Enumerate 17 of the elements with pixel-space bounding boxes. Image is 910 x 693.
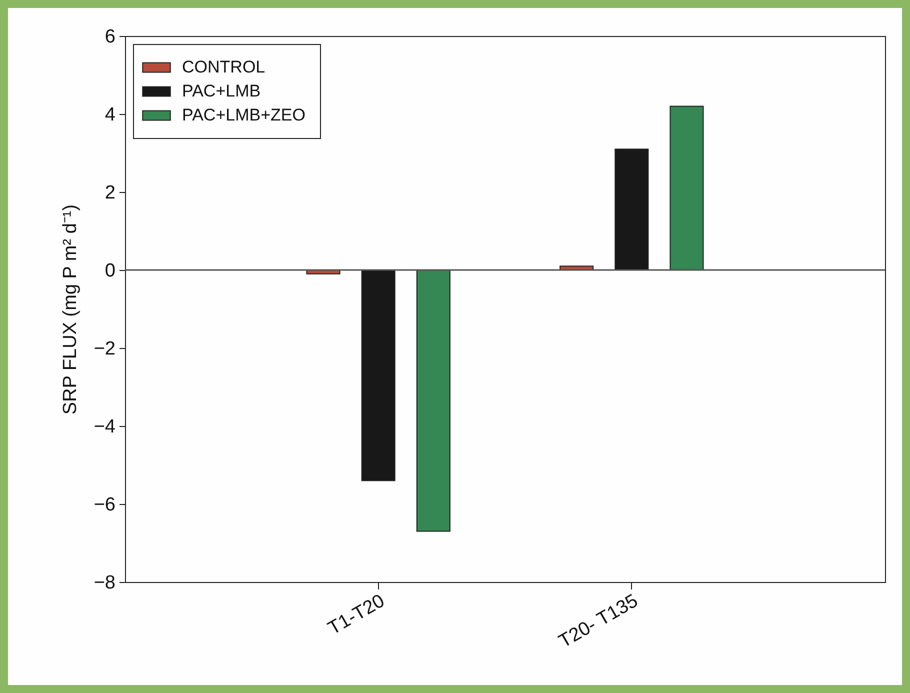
legend-label: PAC+LMB [182,82,261,100]
y-axis-title: SRP FLUX (mg P m² d⁻¹) [60,204,81,415]
bar [614,148,649,270]
y-tick-label: 2 [104,182,116,204]
y-tick-label: 0 [104,260,116,282]
bar [416,270,450,532]
legend-label: PAC+LMB+ZEO [182,106,306,124]
y-tick-label: −2 [94,338,116,360]
y-tick-label: −4 [94,416,116,438]
bar [670,106,704,270]
y-tick-label: 6 [104,26,116,48]
y-tick-label: −8 [94,572,116,594]
legend-label: CONTROL [182,58,266,76]
bar [361,270,396,482]
y-tick-label: −6 [94,494,116,516]
y-tick-label: 4 [104,104,116,126]
x-tick-label: T20- T135 [556,590,642,652]
